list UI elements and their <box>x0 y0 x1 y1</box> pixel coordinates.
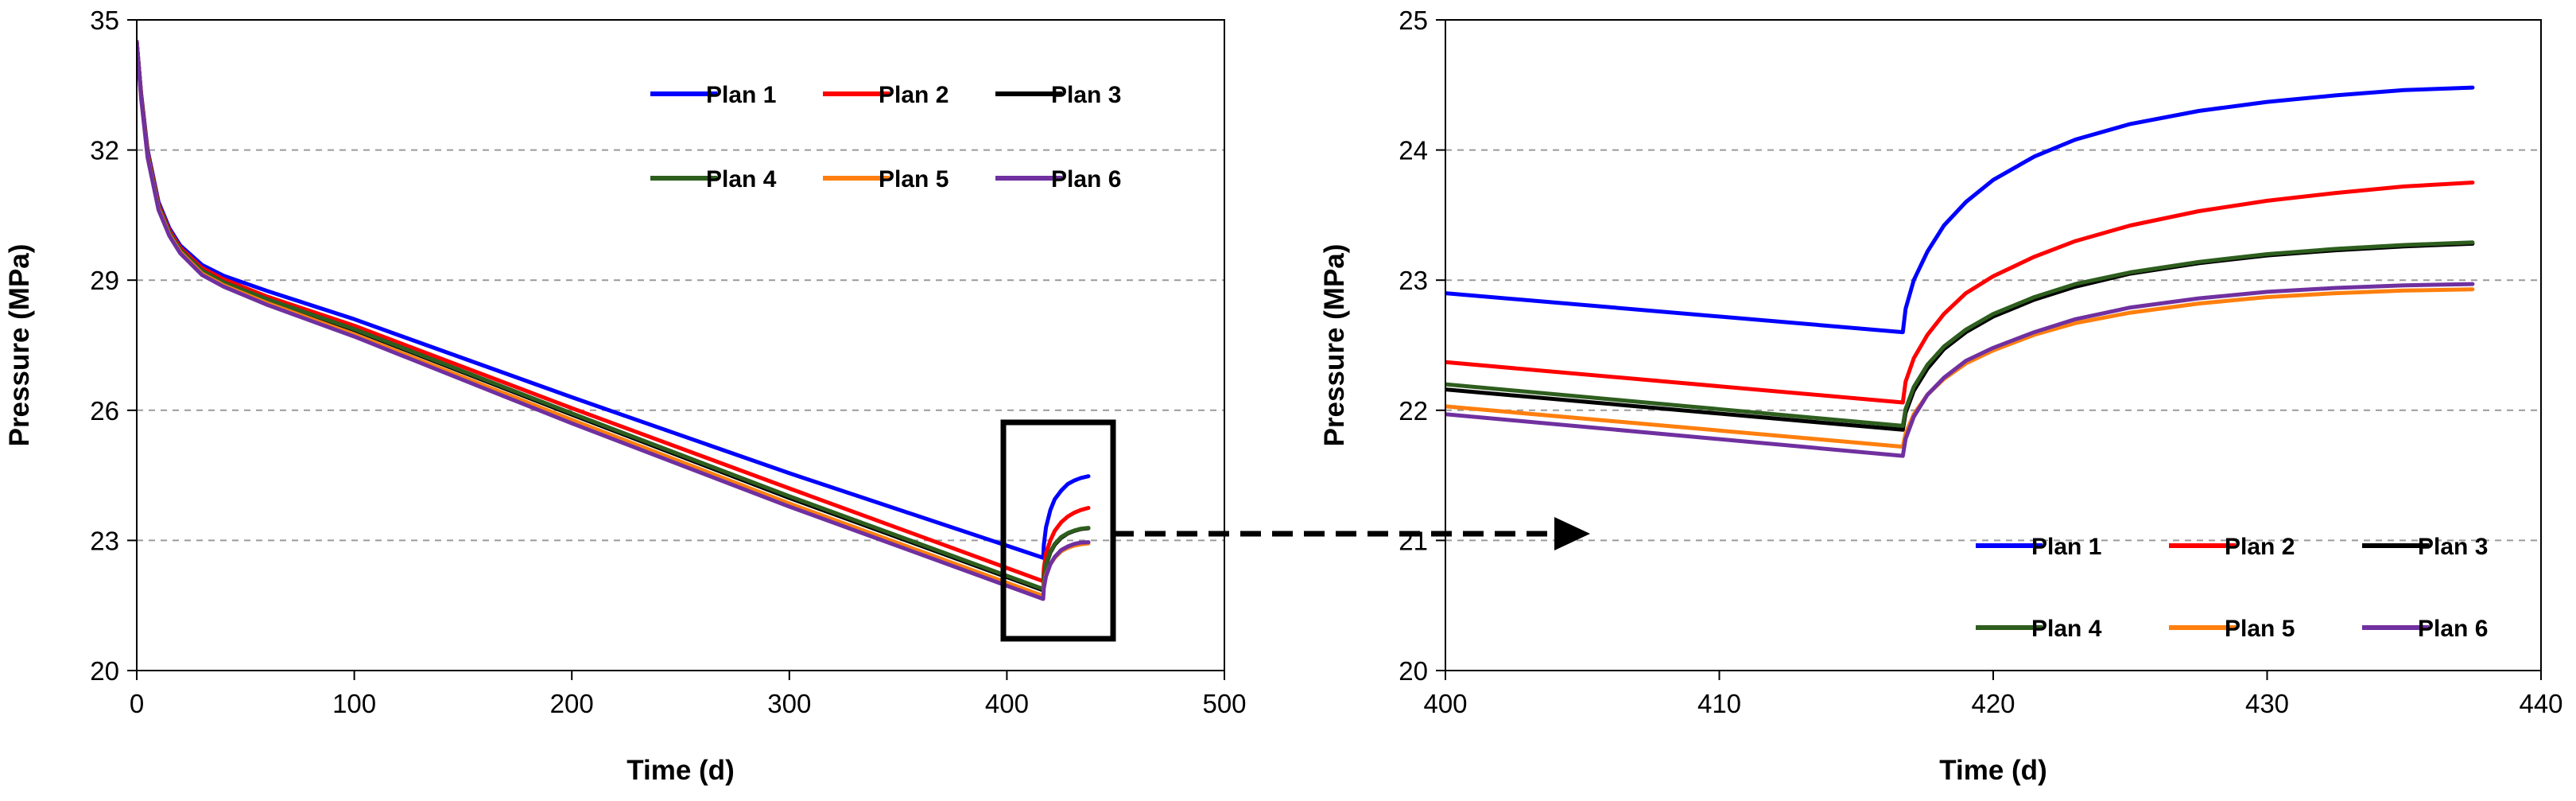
y-tick-label: 20 <box>90 656 119 686</box>
series-line-plan-2 <box>1445 181 2475 405</box>
x-tick-label: 440 <box>2519 689 2562 718</box>
legend-label: Plan 4 <box>706 166 777 192</box>
y-tick-label: 25 <box>1399 6 1428 35</box>
y-tick-label: 23 <box>90 526 119 555</box>
x-axis-title: Time (d) <box>1939 755 2046 786</box>
y-axis-title: Pressure (MPa) <box>1319 244 1350 447</box>
x-tick-label: 100 <box>332 689 376 718</box>
x-axis-title: Time (d) <box>627 755 734 786</box>
legend-label: Plan 2 <box>2225 534 2295 560</box>
series-line-plan-3 <box>137 39 1091 593</box>
y-tick-label: 29 <box>90 266 119 295</box>
x-tick-label: 410 <box>1697 689 1741 718</box>
legend-label: Plan 6 <box>2418 616 2488 642</box>
legend-label: Plan 5 <box>879 166 949 192</box>
x-tick-label: 200 <box>550 689 594 718</box>
x-tick-label: 400 <box>1423 689 1467 718</box>
y-tick-label: 22 <box>1399 396 1428 426</box>
x-tick-label: 400 <box>985 689 1029 718</box>
series-line-plan-4 <box>137 39 1091 591</box>
legend-label: Plan 6 <box>1051 166 1121 192</box>
x-tick-label: 300 <box>767 689 811 718</box>
legend-label: Plan 3 <box>2418 534 2488 560</box>
zoom-chart: 20 21 22 23 24 25 400 410 420 430 440 Time (d) Press… <box>1319 6 2563 786</box>
plot-area-frame <box>1445 19 2542 671</box>
y-tick-label: 24 <box>1399 136 1428 165</box>
x-tick-label: 500 <box>1202 689 1246 718</box>
x-tick-label: 430 <box>2245 689 2289 718</box>
legend-label: Plan 5 <box>2225 616 2295 642</box>
y-tick-label: 20 <box>1399 656 1428 686</box>
overview-chart: 20 23 26 29 32 35 0 100 200 300 400 500 Time (d) Pres… <box>4 6 1247 786</box>
legend: Plan 1 Plan 2 Plan 3 Plan 4 Plan 5 Plan 6 <box>650 82 1121 192</box>
y-axis-title: Pressure (MPa) <box>4 244 35 447</box>
series-line-plan-6 <box>137 39 1091 601</box>
series-line-plan-1 <box>1445 85 2475 335</box>
zoom-arrow-head <box>1554 517 1590 550</box>
legend-label: Plan 1 <box>2031 534 2101 560</box>
legend-label: Plan 1 <box>706 82 776 108</box>
y-tick-label: 32 <box>90 136 119 165</box>
zoom-highlight-box <box>1000 419 1116 642</box>
y-tick-label: 23 <box>1399 266 1428 295</box>
legend-label: Plan 4 <box>2031 616 2102 642</box>
series-line-plan-5 <box>137 39 1091 598</box>
series-line-plan-4 <box>1445 240 2475 428</box>
legend: Plan 1 Plan 2 Plan 3 Plan 4 Plan 5 Plan 6 <box>1976 534 2488 642</box>
x-tick-label: 0 <box>130 689 144 718</box>
y-tick-label: 21 <box>1399 526 1428 555</box>
y-tick-label: 26 <box>90 396 119 426</box>
series-line-plan-6 <box>1445 282 2475 458</box>
legend-label: Plan 3 <box>1051 82 1121 108</box>
legend-label: Plan 2 <box>879 82 949 108</box>
y-tick-label: 35 <box>90 6 119 35</box>
x-tick-label: 420 <box>1971 689 2015 718</box>
plot-area-frame <box>136 19 1225 671</box>
